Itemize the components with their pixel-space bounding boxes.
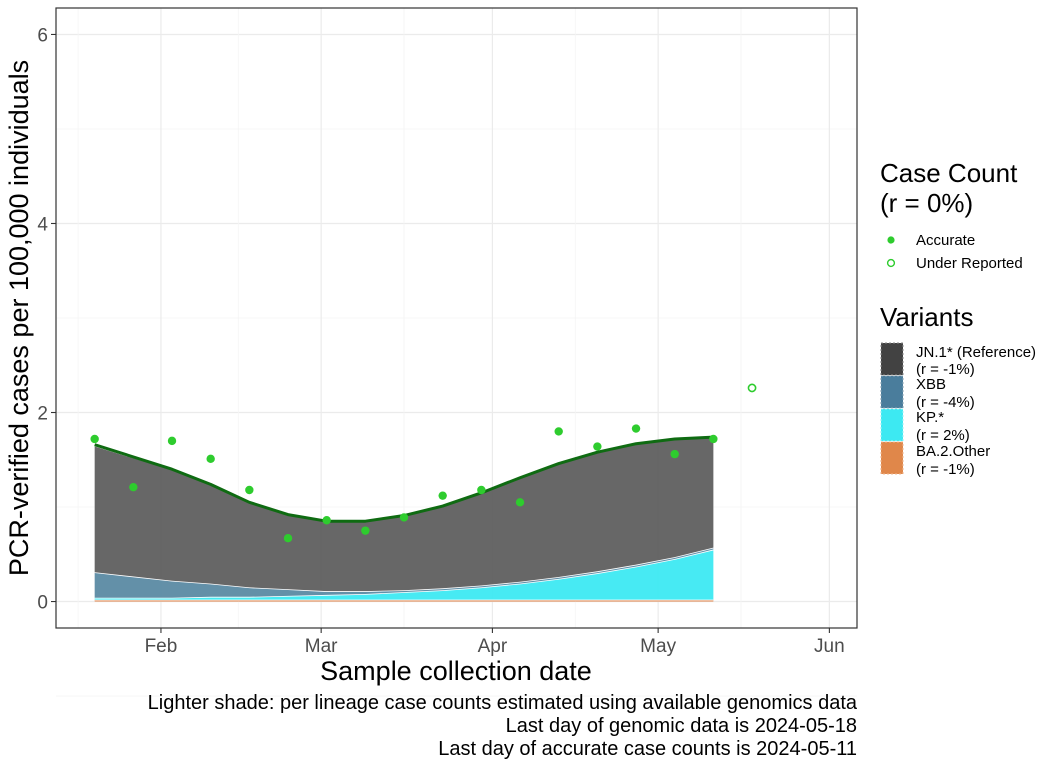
accurate-case-point	[206, 454, 215, 464]
accurate-case-point	[554, 427, 563, 436]
caption-line-3: Last day of accurate case counts is 2024…	[438, 738, 857, 760]
accurate-case-point	[167, 436, 177, 446]
kp-legend-label: KP.*	[916, 409, 944, 426]
xbb-legend-key	[880, 375, 904, 409]
ba2-legend-rate: (r = -1%)	[916, 461, 975, 478]
accurate-case-point	[129, 482, 138, 492]
accurate-case-point	[361, 526, 370, 535]
x-axis: Feb Mar Apr May Jun	[145, 628, 845, 657]
caption-line-1: Lighter shade: per lineage case counts e…	[148, 692, 858, 714]
jn1-legend-rate: (r = -1%)	[916, 361, 975, 378]
under-reported-legend-label: Under Reported	[916, 255, 1023, 272]
x-tick-label: Apr	[478, 636, 508, 657]
caption: Lighter shade: per lineage case counts e…	[148, 692, 858, 760]
accurate-case-point	[477, 485, 486, 495]
x-tick-label: Jun	[814, 636, 845, 657]
variant-areas	[94, 438, 714, 602]
accurate-case-point	[399, 513, 409, 522]
y-tick-label: 2	[37, 404, 48, 425]
accurate-legend-key	[887, 236, 895, 244]
y-tick-label: 0	[37, 593, 48, 614]
y-tick-label: 6	[37, 25, 48, 46]
accurate-case-point	[670, 449, 679, 459]
panel-border	[55, 7, 858, 629]
jn1-area	[94, 438, 714, 592]
total-line-layer	[94, 435, 714, 523]
accurate-case-point	[322, 516, 331, 525]
accurate-case-point	[283, 534, 293, 543]
under-reported-case-point	[747, 383, 757, 393]
accurate-case-point	[593, 442, 602, 451]
accurate-case-point	[245, 485, 254, 495]
kp-legend-key	[880, 408, 904, 442]
caption-line-2: Last day of genomic data is 2024-05-18	[506, 715, 857, 737]
x-tick-label: Mar	[305, 636, 338, 657]
jn1-legend-key	[880, 342, 904, 376]
under-reported-legend-key	[886, 258, 896, 268]
accurate-case-point	[515, 498, 525, 507]
x-tick-label: Feb	[145, 636, 178, 657]
accurate-case-point	[438, 491, 447, 500]
kp-area	[94, 549, 714, 600]
accurate-case-point	[90, 434, 99, 444]
xbb-legend-rate: (r = -4%)	[916, 394, 975, 411]
jn1-legend-label: JN.1* (Reference)	[916, 344, 1036, 361]
x-tick-label: May	[640, 636, 676, 657]
xbb-legend-label: XBB	[916, 376, 946, 393]
variants-legend-title: Variants	[880, 302, 973, 332]
case-points	[90, 383, 757, 543]
kp-legend-rate: (r = 2%)	[916, 427, 970, 444]
accurate-legend-label: Accurate	[916, 232, 975, 249]
accurate-case-point	[709, 434, 718, 444]
y-axis-title: PCR-verified cases per 100,000 individua…	[4, 60, 34, 576]
ba2-legend-label: BA.2.Other	[916, 443, 990, 460]
x-axis-title: Sample collection date	[320, 656, 592, 686]
legend: Case Count (r = 0%) Accurate Under Repor…	[880, 158, 1036, 478]
case-count-legend-title: Case Count	[880, 158, 1018, 188]
ba2-legend-key	[880, 441, 904, 475]
plot-panel	[55, 7, 858, 697]
y-tick-label: 4	[37, 214, 48, 235]
case-count-legend-subtitle: (r = 0%)	[880, 188, 973, 218]
accurate-case-point	[631, 424, 641, 433]
y-axis: 0 2 4 6	[37, 25, 56, 614]
total-cases-line	[94, 435, 714, 523]
